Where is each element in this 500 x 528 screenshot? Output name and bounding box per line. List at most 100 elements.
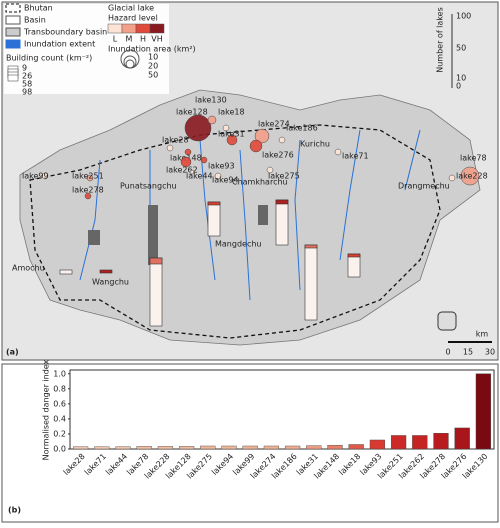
y-tick-label: 0.4 (53, 414, 66, 423)
legend-heading: Hazard level (108, 14, 158, 23)
lake-label: lake28 (162, 136, 189, 145)
bar (433, 433, 449, 450)
bar (327, 445, 343, 450)
lakes-axis-tick: 10 (456, 74, 466, 83)
lake-marker (214, 172, 222, 180)
bar (200, 445, 216, 450)
scale-tick: 30 (485, 348, 495, 357)
lake-marker (266, 166, 274, 174)
bar (284, 445, 301, 450)
lake-label: lake262 (166, 166, 198, 175)
scale-tick: 15 (463, 348, 473, 357)
bar (94, 446, 110, 450)
basin-label: Wangchu (92, 278, 129, 287)
lake-label: lake228 (456, 172, 488, 181)
bar (263, 445, 280, 450)
basin-label: Drangmechu (398, 182, 450, 191)
legend-swatch (5, 27, 21, 37)
y-tick-label: 0.2 (53, 429, 66, 438)
legend-heading: Glacial lake (108, 4, 154, 13)
lake-marker (207, 115, 217, 125)
bar (306, 445, 322, 450)
building-label: 26 (22, 72, 32, 81)
lake-marker (189, 169, 195, 175)
bar (72, 446, 89, 450)
scale-tick: 0 (445, 348, 450, 357)
lake-label: lake78 (460, 154, 487, 163)
lake-marker (41, 172, 49, 180)
lake-label: lake186 (286, 124, 318, 133)
hazard-swatch (107, 23, 123, 34)
lake-marker (166, 144, 174, 152)
lake-label: lake94 (212, 176, 239, 185)
lake-marker (86, 174, 94, 182)
legend-swatch (5, 15, 21, 25)
bar (115, 446, 131, 450)
scale-unit: km (476, 330, 489, 339)
lake-label: lake278 (72, 186, 104, 195)
lake-marker (334, 148, 342, 156)
bar (157, 446, 174, 450)
y-tick-label: 1.0 (53, 369, 66, 378)
lake-label: lake128 (176, 108, 208, 117)
bar (369, 439, 386, 450)
size-label: 20 (148, 62, 158, 71)
hazard-label: M (126, 35, 133, 44)
lakes-axis-tick: 50 (456, 44, 466, 53)
lake-label: lake93 (208, 162, 235, 171)
lake-marker (448, 174, 456, 182)
bar (390, 435, 407, 450)
lake-marker (184, 148, 192, 156)
y-tick-label: 0.0 (53, 445, 66, 454)
lake-marker (278, 136, 286, 144)
lake-marker (84, 192, 92, 200)
lake-label: lake251 (72, 172, 104, 181)
lake-marker (180, 156, 192, 168)
hazard-swatch (135, 23, 151, 34)
basin-label: Mangdechu (215, 240, 262, 249)
inundation-extent (88, 205, 268, 265)
building-label: 58 (22, 80, 32, 89)
basin-label: Chamkharchu (232, 178, 288, 187)
basin-label: Kurichu (300, 140, 330, 149)
hazard-label: H (140, 35, 146, 44)
bar (475, 373, 492, 450)
legend-label: Transboundary basin (23, 28, 107, 37)
size-label: 50 (148, 71, 158, 80)
lake-label: lake99 (22, 172, 49, 181)
lake-marker (200, 156, 208, 164)
basin-label: Punatsangchu (120, 182, 177, 191)
lake-label: lake274 (258, 120, 290, 129)
bar (221, 445, 237, 450)
legend-heading: Building count (km⁻²) (6, 54, 92, 63)
lake-label: lake130 (195, 96, 227, 105)
lake-marker (226, 134, 238, 146)
lakes-axis-tick: 0 (456, 82, 461, 91)
lake-marker (254, 128, 270, 144)
legend-label: Basin (24, 16, 46, 25)
bar (136, 446, 152, 450)
bar (348, 444, 364, 450)
basin-label: Amochu (12, 264, 45, 273)
lake-label: lake275 (268, 172, 300, 181)
hazard-label: L (113, 35, 118, 44)
lake-label: lake18 (218, 108, 245, 117)
y-axis-title: Normalised danger index (42, 359, 51, 460)
lake-marker (460, 166, 480, 186)
lake-label: lake71 (342, 152, 369, 161)
size-label: 10 (148, 53, 158, 62)
lakes-axis-title: Number of lakes (436, 7, 445, 73)
north-arrow (437, 311, 457, 331)
bar (178, 446, 195, 450)
legend-label: Inundation extent (24, 40, 95, 49)
hazard-swatch (149, 23, 165, 34)
bar (412, 435, 428, 450)
bar (242, 445, 258, 450)
lake-label: lake276 (262, 151, 294, 160)
legend-swatch (5, 39, 21, 49)
panel-label: (a) (6, 348, 19, 357)
basins (19, 89, 481, 346)
lake-marker (222, 124, 230, 132)
lakes-axis-tick: 100 (456, 12, 471, 21)
